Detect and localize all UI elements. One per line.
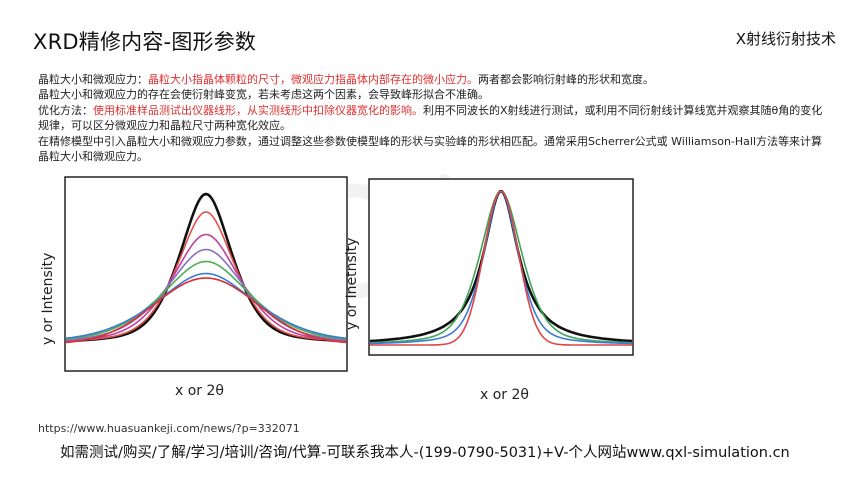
source-url: https://www.huasuankeji.com/news/?p=3320… [38,422,300,435]
right-plot-ylabel: y or Inetnsity [344,237,360,330]
paragraph-refinement: 在精修模型中引入晶粒大小和微观应力参数，通过调整这些参数使模型峰的形状与实验峰的… [38,134,823,164]
text-optimization-tail: 利用不同波长的X射线进行测试，或利用不同衍射线计算线宽并观察其随θ角的变化规律，… [38,103,823,133]
contact-line: 如需测试/购买/了解/学习/培训/咨询/代算-可联系我本人-(199-0790-… [60,445,790,461]
highlight-optimization: 使用标准样品测试出仪器线形，从实测线形中扣除仪器宽化的影响。 [93,103,423,117]
right-curve-3 [369,190,633,345]
label-crystal-size: 晶粒大小和微观应力： [38,73,148,86]
highlight-crystal-size: 晶粒大小指晶体颗粒的尺寸，微观应力指晶体内部存在的微小应力。 [148,73,478,86]
right-curve-1 [369,190,633,343]
right-plot-xlabel: x or 2θ [480,387,529,403]
left-curve-1 [66,192,346,343]
left-plot-frame [64,176,348,372]
right-curve-4 [370,190,632,346]
left-plot-ylabel: y or Intensity [40,252,56,345]
right-plot-svg [368,178,634,356]
left-plot [64,176,348,372]
left-plot-svg [64,176,348,372]
left-curve-3 [65,233,347,342]
left-curve-5 [65,260,347,340]
paragraph-optimization: 优化方法：使用标准样品测试出仪器线形，从实测线形中扣除仪器宽化的影响。利用不同波… [38,103,828,134]
brand-label: X射线衍射技术 [735,30,836,48]
paragraph-crystal-size: 晶粒大小和微观应力：晶粒大小指晶体颗粒的尺寸，微观应力指晶体内部存在的微小应力。… [38,72,828,87]
right-plot-frame [368,178,634,356]
page-title: XRD精修内容-图形参数 [33,30,257,54]
right-curve-2 [369,190,633,344]
body-text: 晶粒大小和微观应力：晶粒大小指晶体颗粒的尺寸，微观应力指晶体内部存在的微小应力。… [38,72,828,164]
left-plot-xlabel: x or 2θ [175,383,224,399]
text-crystal-size-tail: 两者都会影响衍射峰的形状和宽度。 [478,73,654,86]
left-curve-6 [65,272,347,339]
left-curve-4 [65,248,347,341]
right-plot [368,178,634,356]
left-curve-7 [65,277,347,344]
left-curve-2 [65,211,347,342]
paragraph-broadening: 晶粒大小和微观应力的存在会使衍射峰变宽，若未考虑这两个因素，会导致峰形拟合不准确… [38,88,489,102]
label-optimization: 优化方法： [38,103,93,117]
